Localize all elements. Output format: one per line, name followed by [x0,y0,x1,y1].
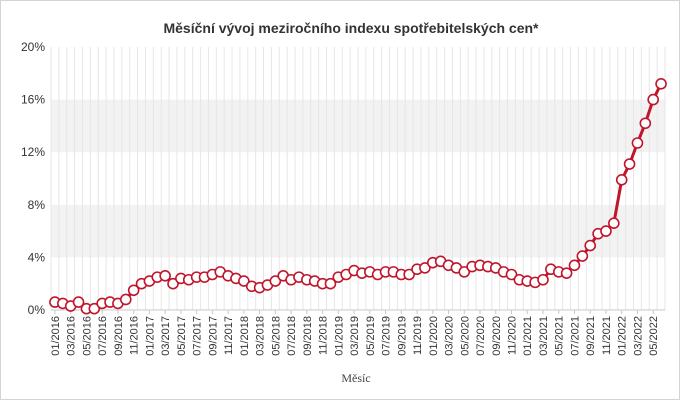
data-point[interactable] [560,267,573,279]
y-tick-label: 8% [28,198,46,212]
y-tick-label: 0% [28,303,46,317]
data-point[interactable] [119,293,132,306]
x-tick-label: 03/2016 [66,316,78,356]
data-point[interactable] [505,268,518,281]
x-tick-label: 01/2018 [239,316,251,356]
x-tick-label: 03/2017 [160,316,172,356]
x-tick-label: 01/2022 [617,316,629,356]
x-tick-label: 01/2020 [428,316,440,356]
x-tick-label: 07/2017 [192,316,204,356]
data-point[interactable] [631,137,644,149]
x-tick-label: 05/2019 [365,316,377,356]
x-tick-label: 11/2016 [129,316,141,355]
data-point[interactable] [458,266,471,278]
x-tick-label: 05/2017 [176,316,188,356]
data-point[interactable] [576,250,589,262]
data-point[interactable] [88,302,101,315]
x-tick-label: 01/2017 [144,316,156,356]
x-tick-label: 11/2019 [412,316,424,355]
data-point[interactable] [72,296,85,308]
x-tick-label: 09/2019 [396,316,408,356]
x-tick-label: 05/2020 [459,316,471,356]
data-point[interactable] [615,174,628,186]
x-tick-label: 11/2018 [318,316,330,355]
x-tick-label: 11/2017 [223,316,235,355]
data-point[interactable] [655,78,667,90]
data-point[interactable] [584,239,597,252]
x-tick-label: 09/2016 [113,316,125,356]
x-tick-label: 07/2019 [381,316,393,356]
x-tick-label: 03/2021 [538,316,550,356]
x-axis-label: Měsíc [341,371,370,385]
chart-title: Měsíční vývoj meziročního indexu spotřeb… [163,20,539,36]
x-tick-label: 05/2018 [270,316,282,356]
x-tick-label: 03/2019 [349,316,361,356]
data-point[interactable] [537,273,549,286]
x-tick-label: 07/2018 [286,316,298,356]
y-tick-label: 20% [21,40,45,54]
x-tick-label: 07/2016 [97,316,109,356]
vertical-gridlines [50,47,666,310]
data-point[interactable] [419,262,431,274]
x-axis: 01/2016 03/2016 05/2016 07/2016 09/2016 11/20… [50,309,665,356]
data-point[interactable] [159,270,171,282]
x-tick-label: 09/2020 [491,316,503,356]
data-point[interactable] [623,158,636,170]
y-tick-label: 12% [21,145,45,159]
data-point[interactable] [167,277,179,290]
data-point[interactable] [600,225,612,237]
x-tick-label: 01/2016 [50,316,62,356]
data-point[interactable] [568,259,581,272]
x-tick-label: 05/2021 [554,316,566,356]
x-tick-label: 09/2018 [302,316,314,356]
x-tick-label: 01/2021 [522,316,534,356]
x-tick-label: 09/2021 [585,316,597,356]
x-tick-label: 03/2020 [444,316,456,356]
data-point[interactable] [639,117,652,130]
data-point[interactable] [608,217,620,230]
data-point[interactable] [127,284,140,297]
data-point[interactable] [647,93,659,106]
x-tick-label: 11/2020 [507,316,519,355]
data-point[interactable] [403,268,415,281]
x-tick-label: 11/2021 [601,316,613,355]
x-tick-label: 01/2019 [333,316,345,356]
x-tick-label: 05/2022 [648,316,660,356]
x-tick-label: 03/2022 [632,316,644,356]
x-tick-label: 05/2016 [81,316,93,356]
y-tick-label: 16% [21,93,45,107]
data-point[interactable] [269,275,282,287]
y-axis: 0% 4% 8% 12% 16% 20% [21,40,45,317]
x-tick-label: 03/2018 [255,316,267,356]
x-tick-label: 07/2020 [475,316,487,356]
x-tick-label: 07/2021 [569,316,581,356]
x-tick-label: 09/2017 [207,316,219,356]
data-points [49,78,667,315]
data-point[interactable] [324,277,337,290]
y-tick-label: 4% [28,250,46,264]
data-point[interactable] [238,275,250,287]
